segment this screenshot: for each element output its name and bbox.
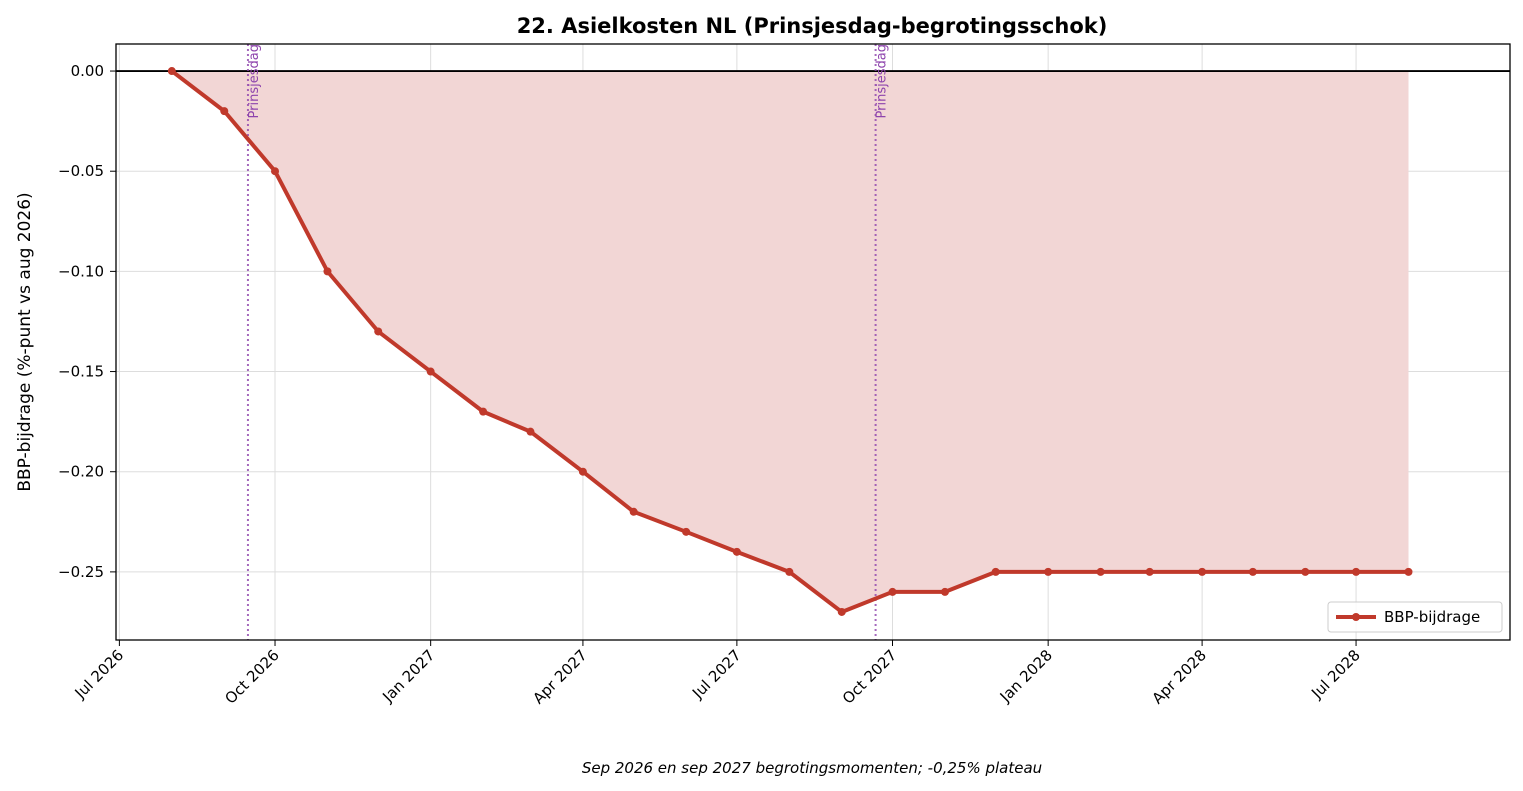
- y-axis: 0.00 −0.05 −0.10 −0.15 −0.20 −0.25: [58, 62, 116, 581]
- data-point: [426, 367, 435, 376]
- chart-caption: Sep 2026 en sep 2027 begrotingsmomenten;…: [582, 759, 1042, 777]
- data-point: [578, 467, 587, 476]
- y-tick-label: 0.00: [71, 62, 104, 80]
- legend-box: [1327, 601, 1503, 633]
- data-point: [323, 267, 332, 276]
- y-tick-label: −0.10: [58, 262, 104, 280]
- y-tick-label: −0.20: [58, 463, 104, 481]
- x-axis: Jul 2026 Oct 2026 Jan 2027 Apr 2027 Jul 2027…: [71, 640, 1364, 708]
- data-point: [1096, 567, 1105, 576]
- data-point: [682, 527, 691, 536]
- x-tick-label: Jan 2027: [378, 646, 438, 706]
- data-point: [220, 107, 229, 116]
- y-tick-label: −0.05: [58, 162, 104, 180]
- data-point: [1145, 567, 1154, 576]
- data-point: [1248, 567, 1257, 576]
- x-tick-label: Jul 2026: [71, 646, 128, 703]
- fill-area-shape: [171, 71, 1409, 612]
- data-point: [374, 327, 383, 336]
- data-point: [629, 507, 638, 516]
- plot-frame: [115, 43, 1511, 641]
- series: [167, 67, 1413, 616]
- data-point: [1404, 567, 1413, 576]
- data-point: [479, 407, 488, 416]
- legend: BBP-bijdrage: [1327, 601, 1503, 633]
- data-point: [1044, 567, 1053, 576]
- x-tick-label: Apr 2027: [529, 646, 590, 707]
- chart-title: 22. Asielkosten NL (Prinsjesdag-begrotin…: [517, 14, 1108, 38]
- data-point: [888, 587, 897, 596]
- x-tick-label: Oct 2027: [839, 646, 900, 707]
- prinsjesdag-label: Prinsjesdag: [875, 44, 890, 118]
- legend-label: BBP-bijdrage: [1384, 608, 1480, 626]
- y-tick-label: −0.15: [58, 363, 104, 381]
- x-tick-label: Jul 2027: [688, 646, 745, 703]
- fill-area: [171, 71, 1409, 612]
- x-tick-label: Jul 2028: [1307, 646, 1364, 703]
- x-tick-label: Oct 2026: [221, 646, 282, 707]
- data-point: [1352, 567, 1361, 576]
- y-tick-label: −0.25: [58, 563, 104, 581]
- prinsjesdag-label: Prinsjesdag: [247, 44, 262, 118]
- legend-marker: [1352, 613, 1360, 621]
- data-point: [837, 607, 846, 616]
- data-point: [940, 587, 949, 596]
- data-point: [271, 167, 280, 176]
- data-point: [167, 67, 176, 76]
- y-axis-label: BBP-bijdrage (%-punt vs aug 2026): [15, 192, 35, 491]
- data-point: [526, 427, 535, 436]
- event-lines: Prinsjesdag Prinsjesdag: [247, 44, 890, 640]
- x-tick-label: Apr 2028: [1148, 646, 1209, 707]
- data-point: [732, 547, 741, 556]
- data-point: [785, 567, 794, 576]
- data-point: [991, 567, 1000, 576]
- data-point: [1198, 567, 1207, 576]
- x-tick-label: Jan 2028: [996, 646, 1056, 706]
- data-point: [1301, 567, 1310, 576]
